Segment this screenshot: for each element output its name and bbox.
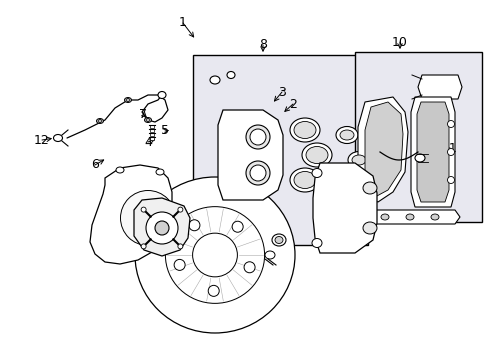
Text: 1: 1 — [179, 17, 186, 30]
Ellipse shape — [146, 212, 178, 244]
Ellipse shape — [362, 222, 376, 234]
Ellipse shape — [330, 202, 352, 219]
Ellipse shape — [232, 221, 243, 232]
Ellipse shape — [174, 260, 185, 270]
Ellipse shape — [305, 147, 327, 163]
Ellipse shape — [146, 118, 150, 122]
Ellipse shape — [271, 234, 285, 246]
Text: 7: 7 — [139, 108, 147, 121]
Bar — [150, 129, 154, 132]
Polygon shape — [90, 165, 172, 264]
Ellipse shape — [53, 135, 62, 141]
Text: 5: 5 — [161, 125, 169, 138]
Bar — [150, 133, 154, 136]
Ellipse shape — [245, 161, 269, 185]
Ellipse shape — [178, 244, 183, 249]
Ellipse shape — [274, 237, 283, 243]
Ellipse shape — [188, 220, 200, 231]
Ellipse shape — [264, 251, 274, 259]
Ellipse shape — [430, 214, 438, 220]
Ellipse shape — [362, 182, 376, 194]
Ellipse shape — [289, 168, 319, 192]
Text: 3: 3 — [278, 85, 285, 99]
Ellipse shape — [339, 180, 353, 190]
Ellipse shape — [141, 207, 146, 212]
Ellipse shape — [141, 244, 146, 249]
Ellipse shape — [208, 285, 219, 296]
Ellipse shape — [156, 169, 163, 175]
Polygon shape — [134, 198, 190, 256]
Ellipse shape — [335, 176, 357, 194]
Polygon shape — [417, 75, 461, 99]
Polygon shape — [357, 97, 407, 202]
Ellipse shape — [414, 154, 424, 162]
Polygon shape — [416, 102, 448, 202]
Ellipse shape — [302, 143, 331, 167]
Ellipse shape — [226, 72, 235, 78]
Bar — [150, 137, 154, 140]
Ellipse shape — [124, 98, 131, 103]
Ellipse shape — [339, 130, 353, 140]
Text: 10: 10 — [391, 36, 407, 49]
Bar — [193, 55, 367, 245]
Ellipse shape — [244, 262, 255, 273]
Ellipse shape — [447, 176, 453, 184]
Ellipse shape — [178, 207, 183, 212]
Text: 4: 4 — [144, 135, 152, 148]
Ellipse shape — [289, 118, 319, 142]
Ellipse shape — [126, 99, 130, 102]
Ellipse shape — [380, 214, 388, 220]
Polygon shape — [312, 163, 376, 253]
Ellipse shape — [144, 117, 151, 122]
Ellipse shape — [447, 148, 453, 156]
Ellipse shape — [249, 165, 265, 181]
Ellipse shape — [311, 238, 321, 248]
Ellipse shape — [116, 167, 124, 173]
Ellipse shape — [311, 168, 321, 177]
Text: 11: 11 — [441, 141, 457, 154]
Ellipse shape — [405, 214, 413, 220]
Ellipse shape — [98, 120, 102, 122]
Ellipse shape — [120, 190, 175, 246]
Ellipse shape — [293, 171, 315, 189]
Ellipse shape — [209, 76, 220, 84]
Text: 12: 12 — [34, 134, 50, 147]
Text: 6: 6 — [91, 158, 99, 171]
Ellipse shape — [155, 221, 169, 235]
Text: 8: 8 — [259, 39, 266, 51]
Text: 9: 9 — [301, 129, 308, 141]
Bar — [354, 52, 481, 222]
Ellipse shape — [135, 177, 294, 333]
Ellipse shape — [347, 152, 369, 168]
Ellipse shape — [165, 207, 264, 303]
Text: 2: 2 — [288, 98, 296, 111]
Ellipse shape — [447, 121, 453, 127]
Ellipse shape — [351, 155, 365, 165]
Bar — [150, 125, 154, 128]
Ellipse shape — [249, 129, 265, 145]
Polygon shape — [364, 102, 402, 197]
Ellipse shape — [334, 205, 348, 215]
Ellipse shape — [245, 125, 269, 149]
Ellipse shape — [335, 126, 357, 144]
Polygon shape — [369, 210, 459, 224]
Polygon shape — [410, 97, 454, 207]
Ellipse shape — [192, 233, 237, 277]
Ellipse shape — [96, 118, 103, 123]
Ellipse shape — [158, 91, 165, 99]
Ellipse shape — [293, 122, 315, 139]
Polygon shape — [218, 110, 283, 200]
